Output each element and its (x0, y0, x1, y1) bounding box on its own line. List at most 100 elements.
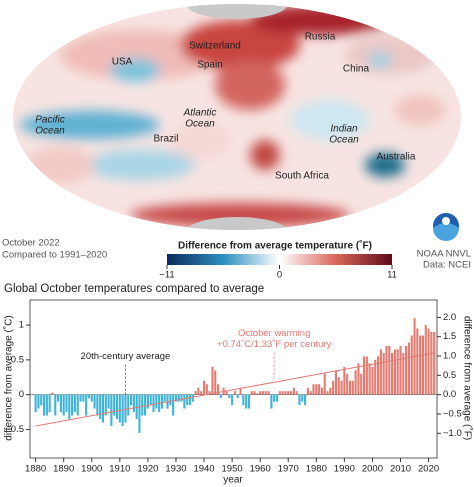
colorbar-tick-label: −11 (159, 270, 174, 281)
colorbar (167, 254, 392, 265)
x-tick-label: 1900 (81, 464, 102, 475)
bar (135, 394, 138, 420)
bar (306, 387, 309, 395)
bar (48, 394, 51, 413)
y-tick-label: -0.5 (8, 424, 24, 435)
annotation: October warming (238, 328, 310, 339)
bar (304, 394, 307, 406)
bar (138, 394, 141, 433)
bar (110, 394, 113, 426)
x-tick-label: 1950 (222, 464, 243, 475)
bar (332, 380, 335, 395)
bar (87, 394, 90, 399)
x-tick-label: 2020 (418, 464, 439, 475)
bar (93, 394, 96, 409)
bar (315, 384, 318, 395)
bar (65, 394, 68, 413)
bar (183, 394, 186, 409)
bar (256, 393, 259, 395)
bar (141, 394, 144, 416)
bar (118, 394, 121, 423)
bar (365, 356, 368, 395)
map-label: China (343, 64, 370, 75)
bar (360, 373, 363, 395)
bar (245, 394, 248, 409)
bar (211, 366, 214, 395)
bar (172, 394, 175, 416)
x-axis-label: year (223, 475, 243, 486)
bar (362, 356, 366, 395)
bar (96, 394, 99, 416)
bar (177, 394, 180, 402)
bar (146, 394, 149, 409)
credit: NOAA NNVL (417, 249, 471, 260)
bar (374, 359, 377, 395)
bar (247, 394, 250, 409)
bar (71, 394, 74, 416)
bar (295, 391, 298, 395)
source: Data: NCEI (423, 260, 471, 271)
bar (275, 394, 279, 402)
bar (76, 394, 79, 416)
bar (261, 391, 265, 395)
chart-title: Global October temperatures compared to … (4, 283, 264, 295)
x-tick-label: 1980 (306, 464, 327, 475)
bar (85, 394, 88, 416)
bar (334, 370, 338, 395)
bar (113, 394, 116, 416)
bar (144, 394, 147, 416)
bar (264, 391, 267, 395)
map-label: Switzerland (189, 41, 241, 52)
bar (301, 394, 304, 402)
bar (45, 394, 48, 416)
bar (73, 394, 76, 413)
bar (337, 377, 340, 395)
bar (312, 384, 315, 395)
bar (259, 391, 262, 395)
bar (82, 394, 85, 402)
bar (231, 394, 234, 406)
bar (267, 391, 270, 395)
plot-frame (29, 299, 438, 459)
period: October 2022 (2, 238, 60, 249)
bar (152, 394, 155, 413)
bar (326, 391, 329, 395)
x-tick-label: 1970 (278, 464, 299, 475)
bar (228, 394, 231, 399)
bar (40, 394, 43, 406)
bar (391, 352, 394, 395)
map-label: Indian (330, 124, 358, 135)
bar (250, 391, 253, 395)
bar (57, 394, 60, 402)
bar (292, 387, 295, 395)
y2-tick-label: 2.0 (443, 312, 456, 323)
y2-tick-label: −1.0 (443, 428, 462, 439)
bar (225, 391, 228, 395)
y2-tick-label: 0.5 (443, 370, 456, 381)
bar (194, 391, 197, 395)
y-tick-label: 1 (19, 320, 24, 331)
map-label: Ocean (185, 119, 215, 130)
bar (188, 394, 192, 406)
bar (346, 373, 349, 395)
bar (433, 332, 436, 395)
bar (99, 394, 102, 420)
bar (37, 394, 40, 409)
colorbar-tick-label: 0 (277, 270, 282, 281)
bar (388, 345, 391, 395)
x-tick-label: 1910 (109, 464, 130, 475)
annotation: 20th-century average (81, 351, 171, 362)
bar (379, 349, 382, 395)
map-label: Ocean (329, 135, 359, 146)
bar (129, 394, 133, 406)
bar (205, 384, 208, 395)
bar (430, 332, 433, 395)
bar (298, 394, 301, 406)
bar (343, 366, 346, 395)
bar (348, 380, 352, 395)
bar (219, 394, 222, 399)
bar (191, 394, 194, 402)
bar (236, 394, 239, 399)
bar (217, 384, 220, 395)
bar (419, 335, 422, 395)
